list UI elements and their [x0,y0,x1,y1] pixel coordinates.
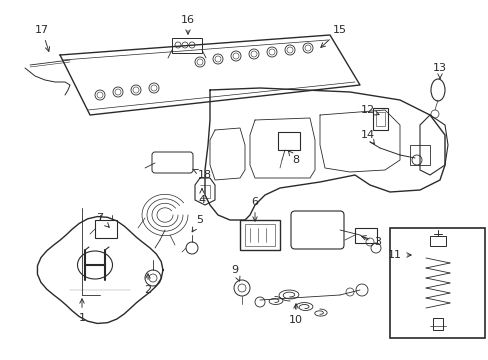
Bar [372,108,387,130]
Text: 14: 14 [360,130,374,144]
Bar [95,220,117,238]
Text: 13: 13 [432,63,446,79]
Text: 17: 17 [35,25,49,51]
Text: 6: 6 [251,197,258,221]
Bar [172,38,202,53]
Bar [244,224,274,246]
Bar [375,112,384,126]
Text: 3: 3 [361,236,381,247]
Text: 10: 10 [288,304,303,325]
Bar [409,145,429,165]
Bar [432,318,442,330]
Bar [240,220,280,250]
Text: 8: 8 [287,150,299,165]
Text: 4: 4 [198,189,205,205]
Text: 7: 7 [96,213,109,227]
Text: 1: 1 [79,299,85,323]
Text: 12: 12 [360,105,378,115]
Text: 15: 15 [320,25,346,48]
Text: 9: 9 [231,265,240,281]
Bar [354,228,376,243]
Text: 11: 11 [387,250,410,260]
Bar [278,132,299,150]
Bar [429,236,445,246]
Text: 5: 5 [192,215,203,232]
Bar [389,228,484,338]
Text: 16: 16 [181,15,195,34]
Text: 18: 18 [192,169,212,180]
Text: 2: 2 [144,274,151,295]
